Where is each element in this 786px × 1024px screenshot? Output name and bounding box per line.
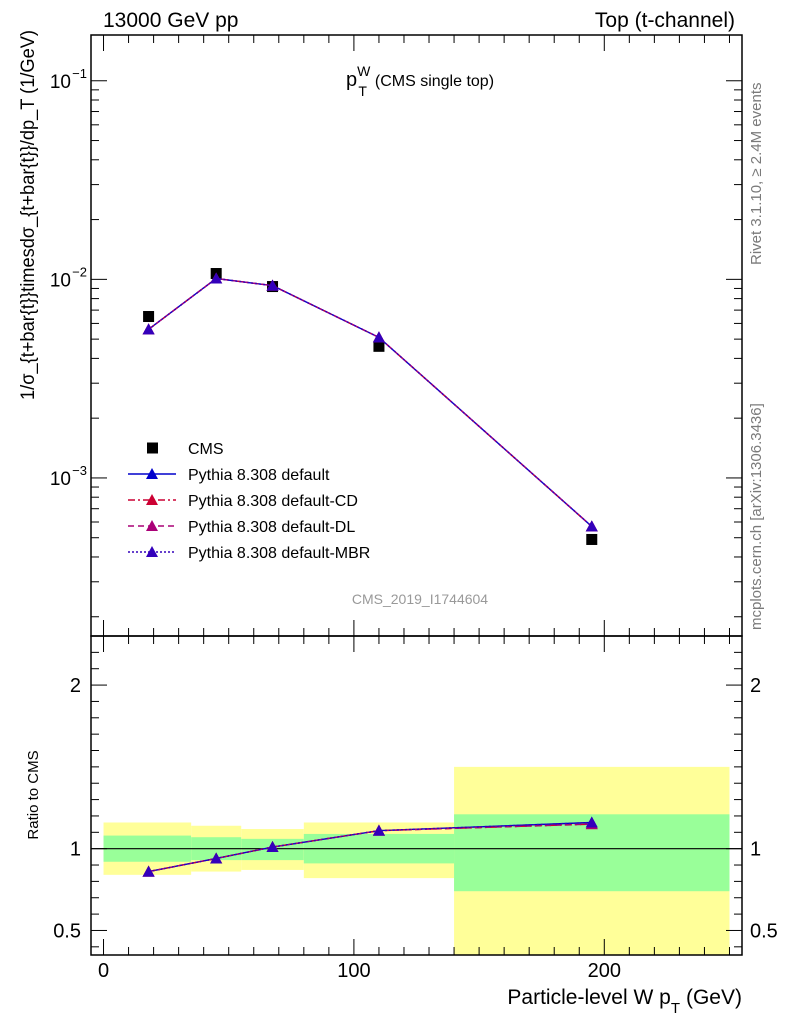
ratio-marker [210, 852, 223, 864]
main-y-tick-exponent: −1 [72, 66, 87, 81]
process-label: Top (t-channel) [595, 9, 735, 32]
legend-label: Pythia 8.308 default-CD [188, 493, 358, 510]
ratio-panel: 0.5 0.5 1 1 2 2 0 100 200 Ratio to CMS Particle-… [25, 635, 778, 1017]
legend-marker [146, 520, 158, 531]
legend-marker [146, 494, 158, 505]
x-axis-label-main: Particle-level W p [507, 986, 670, 1009]
main-y-tick-label: 10 [50, 72, 71, 93]
main-series [142, 268, 598, 545]
ratio-y-tick-label-left: 1 [70, 839, 81, 861]
main-y-tick-base: 10 [50, 270, 71, 291]
ratio-marker [585, 816, 598, 828]
x-tick-label: 0 [98, 960, 109, 982]
ratio-y-tick-label-right: 0.5 [750, 920, 778, 942]
legend: CMS Pythia 8.308 default Pythia 8.308 defa… [128, 441, 370, 562]
ratio-plot-frame [90, 635, 743, 956]
legend-entry: Pythia 8.308 default [128, 467, 330, 484]
legend-label: CMS [188, 441, 224, 458]
main-y-tick-exponent: −2 [72, 264, 87, 279]
main-panel: 10−110−210−3 pW T(CMS single top) CMS_201… [18, 30, 743, 637]
energy-label: 13000 GeV pp [103, 9, 238, 32]
title-sub: T [358, 83, 367, 99]
cms-data-point [143, 311, 155, 323]
ratio-y-tick-label-left: 0.5 [53, 920, 81, 942]
mc-marker [372, 331, 385, 343]
mc-marker [210, 272, 223, 284]
ratio-axis-ticks: 0.5 0.5 1 1 2 2 0 100 200 [53, 636, 778, 982]
x-axis-label: Particle-level W pT (GeV) [507, 986, 742, 1017]
ratio-series [142, 816, 598, 877]
legend-marker [146, 468, 158, 479]
title-main: p [346, 69, 357, 91]
ratio-series-3 [142, 816, 598, 877]
legend-marker [146, 546, 158, 557]
x-axis-label-sub: T [671, 1000, 680, 1017]
mc-line [148, 277, 593, 527]
ratio-uncertainty-bands [103, 766, 730, 955]
mc-marker [585, 520, 598, 532]
main-y-axis-label: 1/σ_{t+bar{t}}timesdσ_{t+bar{t}}/dp_T (1… [18, 30, 39, 400]
mc-line [148, 277, 593, 527]
title-sup: W [357, 63, 371, 79]
legend-label: Pythia 8.308 default-MBR [188, 545, 370, 562]
legend-entry: Pythia 8.308 default-CD [128, 493, 358, 510]
main-y-tick-base: 10 [50, 72, 71, 93]
cms-data-point [586, 533, 598, 545]
legend-entry: CMS [147, 441, 224, 458]
main-y-tick-exponent: −3 [72, 463, 87, 478]
mc-marker [142, 323, 155, 335]
legend-marker [147, 442, 158, 454]
x-tick-label: 100 [337, 960, 370, 982]
ratio-y-tick-label-left: 2 [70, 675, 81, 697]
ratio-marker [266, 841, 279, 853]
ratio-y-tick-label-right: 1 [750, 839, 761, 861]
legend-label: Pythia 8.308 default [188, 467, 330, 484]
main-axis-ticks: 10−110−210−3 [50, 35, 742, 636]
mc-marker [266, 279, 279, 291]
main-series-4 [142, 272, 598, 532]
ratio-line [148, 821, 592, 873]
ratio-marker [372, 824, 385, 836]
rivet-note: Rivet 3.1.10, ≥ 2.4M events [748, 83, 765, 266]
mcplots-note: mcplots.cern.ch [arXiv:1306.3436] [748, 403, 765, 630]
ratio-y-axis-label: Ratio to CMS [25, 750, 42, 839]
analysis-id: CMS_2019_I1744604 [352, 591, 488, 607]
legend-entry: Pythia 8.308 default-MBR [128, 545, 370, 562]
ratio-marker [142, 865, 155, 877]
legend-entry: Pythia 8.308 default-DL [128, 519, 355, 536]
x-axis-label-rest: (GeV) [686, 986, 742, 1009]
chart-title: pW T (CMS single top) [346, 63, 494, 99]
mc-line [148, 277, 593, 527]
main-y-tick-label: 10 [50, 469, 71, 490]
cms-data-point [373, 340, 385, 352]
title-rest: (CMS single top) [375, 73, 494, 90]
ratio-y-tick-label-right: 2 [750, 675, 761, 697]
main-y-tick-base: 10 [50, 469, 71, 490]
legend-label: Pythia 8.308 default-DL [188, 519, 355, 536]
x-tick-label: 200 [588, 960, 621, 982]
main-y-tick-label: 10 [50, 270, 71, 291]
mc-line [148, 277, 593, 527]
